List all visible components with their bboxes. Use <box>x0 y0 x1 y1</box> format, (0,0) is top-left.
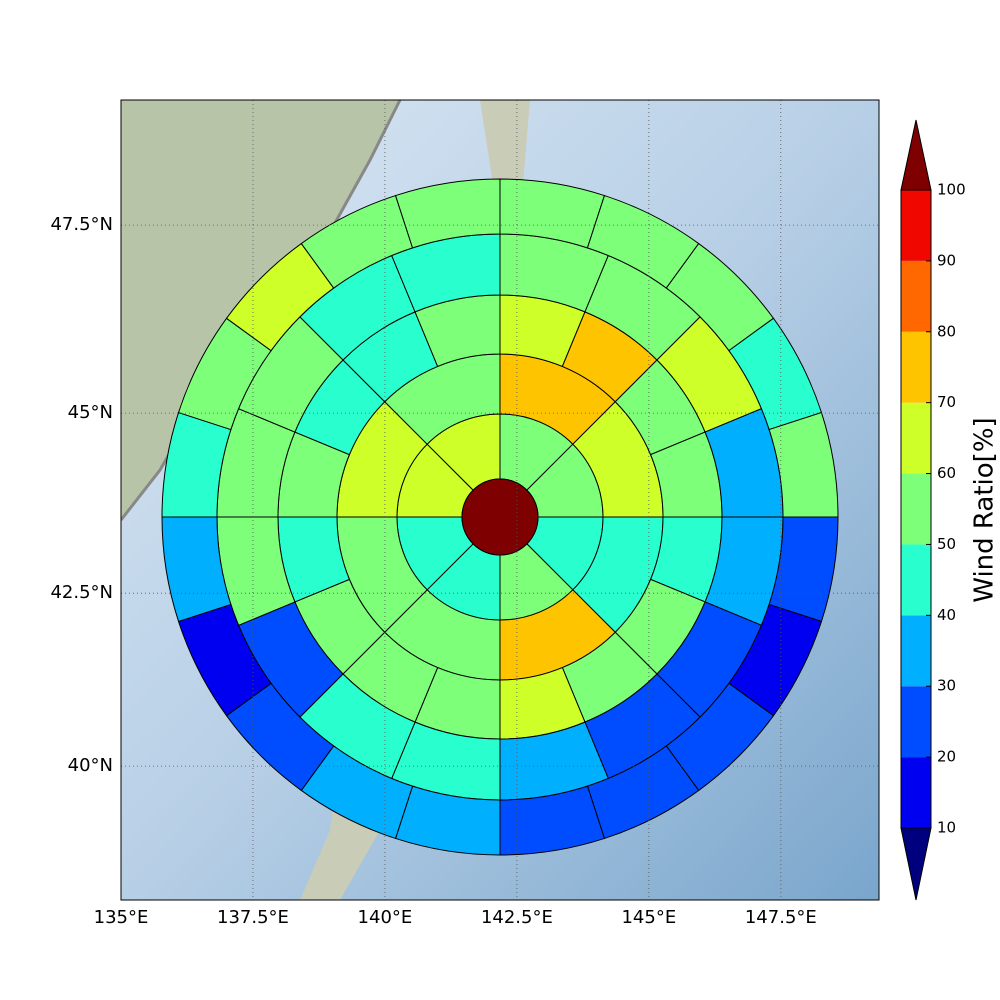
colorbar-segment <box>901 260 931 332</box>
colorbar-segment <box>901 757 931 828</box>
colorbar-segment <box>901 190 931 261</box>
y-tick-label: 42.5°N <box>50 582 113 603</box>
colorbar-segment <box>901 331 931 403</box>
x-tick-label: 135°E <box>94 907 149 928</box>
colorbar-tick-label: 100 <box>937 181 966 199</box>
sector <box>394 178 501 249</box>
colorbar-tick-label: 90 <box>937 251 956 269</box>
colorbar-tick-label: 40 <box>937 606 956 624</box>
colorbar-tick-label: 30 <box>937 677 956 695</box>
colorbar-segment <box>901 544 931 616</box>
x-tick-label: 142.5°E <box>481 907 553 928</box>
colorbar-extend <box>900 119 932 191</box>
colorbar-segment <box>901 402 931 474</box>
sectors <box>161 178 839 856</box>
x-tick-label: 147.5°E <box>745 907 817 928</box>
colorbar-label: Wind Ratio[%] <box>970 417 1000 602</box>
colorbar: 10 20 30 40 50 60 70 80 90 100 <box>900 119 966 901</box>
x-tick-label: 140°E <box>358 907 413 928</box>
colorbar-tick-label: 80 <box>937 322 956 340</box>
y-tick-label: 47.5°N <box>50 214 113 235</box>
colorbar-segment <box>901 473 931 545</box>
colorbar-tick-label: 10 <box>937 819 956 837</box>
colorbar-tick-label: 20 <box>937 748 956 766</box>
center-cell <box>461 478 539 556</box>
colorbar-tick-label: 70 <box>937 393 956 411</box>
x-tick-label: 137.5°E <box>217 907 289 928</box>
colorbar-segment <box>901 615 931 687</box>
axes-frame <box>120 99 880 901</box>
x-tick-label: 145°E <box>621 907 676 928</box>
colorbar-frame <box>900 189 932 829</box>
y-tick-label: 45°N <box>68 402 113 423</box>
y-tick-label: 40°N <box>68 755 113 776</box>
colorbar-tick-label: 60 <box>937 464 956 482</box>
colorbar-extend <box>900 827 932 901</box>
colorbar-segment <box>901 686 931 758</box>
colorbar-tick-label: 50 <box>937 535 956 553</box>
